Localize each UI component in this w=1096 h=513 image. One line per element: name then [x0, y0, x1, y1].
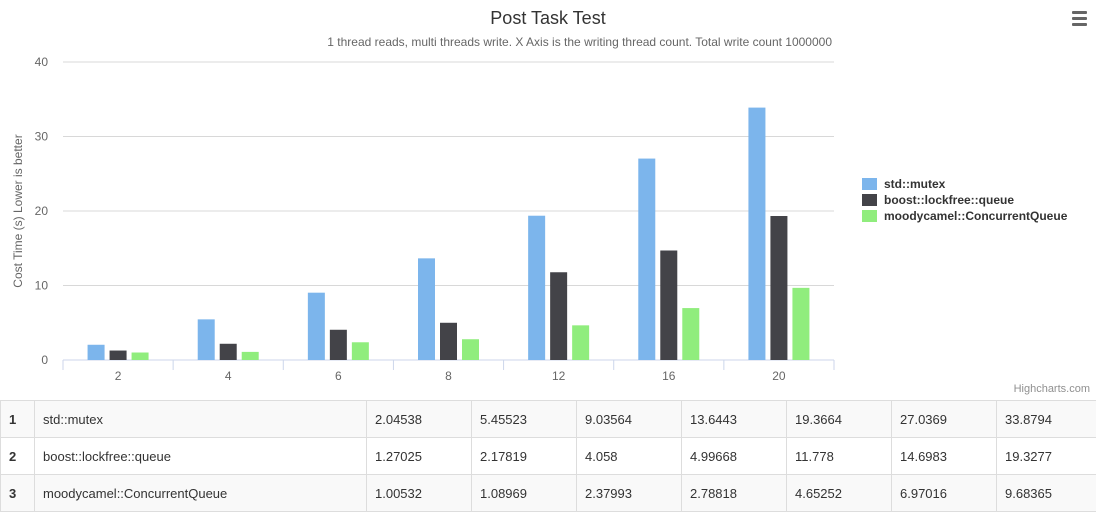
x-tick-label: 16 — [662, 369, 676, 383]
bar-2-6 — [329, 329, 347, 360]
table-cell: 9.68365 — [996, 474, 1096, 512]
table-cell: 6.97016 — [891, 474, 997, 512]
y-tick-label: 20 — [35, 204, 49, 218]
table-row: 3 moodycamel::ConcurrentQueue 1.00532 1.089… — [0, 474, 1096, 512]
table-cell: 33.8794 — [996, 400, 1096, 438]
table-cell: 1.27025 — [366, 437, 472, 475]
table-cell: 2.17819 — [471, 437, 577, 475]
chart-container: Post Task Test 1 thread reads, multi thre… — [11, 8, 1092, 395]
table-cell: 2.04538 — [366, 400, 472, 438]
table-cell: 11.778 — [786, 437, 892, 475]
table-row: 1 std::mutex 2.04538 5.45523 9.03564 13.6443 1… — [0, 400, 1096, 438]
row-series-name: moodycamel::ConcurrentQueue — [34, 474, 367, 512]
table-cell: 19.3664 — [786, 400, 892, 438]
table-cell: 19.3277 — [996, 437, 1096, 475]
row-series-name: std::mutex — [34, 400, 367, 438]
table-cell: 27.0369 — [891, 400, 997, 438]
table-cell: 1.08969 — [471, 474, 577, 512]
bar-2-2 — [109, 350, 127, 360]
x-tick-label: 2 — [115, 369, 122, 383]
bar-2-16 — [660, 250, 678, 360]
row-index: 2 — [0, 437, 35, 475]
table-cell: 5.45523 — [471, 400, 577, 438]
bar-2-4 — [219, 343, 237, 360]
y-tick-label: 0 — [41, 353, 48, 367]
legend-item-label[interactable]: std::mutex — [884, 177, 946, 191]
bar-3-6 — [351, 342, 369, 360]
x-tick-label: 4 — [225, 369, 232, 383]
bar-2-8 — [440, 322, 457, 360]
legend-item-label[interactable]: boost::lockfree::queue — [884, 193, 1014, 207]
bar-1-8 — [418, 258, 435, 360]
chart-svg: Post Task Test 1 thread reads, multi thre… — [11, 8, 1068, 383]
y-tick-label: 30 — [35, 130, 49, 144]
y-tick-label: 10 — [35, 279, 49, 293]
data-table: 1 std::mutex 2.04538 5.45523 9.03564 13.6443 1… — [0, 400, 1096, 512]
bar-3-4 — [241, 351, 259, 360]
bar-3-16 — [682, 308, 700, 360]
y-tick-label: 40 — [35, 55, 49, 69]
table-cell: 2.37993 — [576, 474, 682, 512]
y-axis-title: Cost Time (s) Lower is better — [11, 134, 25, 287]
legend-symbol[interactable] — [862, 194, 877, 206]
highcharts-credit-link[interactable]: Highcharts.com — [1013, 383, 1090, 395]
x-tick-label: 6 — [335, 369, 342, 383]
bar-1-12 — [528, 215, 546, 360]
legend-symbol[interactable] — [862, 210, 877, 222]
bar-3-20 — [792, 287, 810, 360]
bar-3-12 — [572, 325, 590, 360]
x-tick-label: 8 — [445, 369, 452, 383]
bar-1-4 — [197, 319, 215, 360]
row-index: 1 — [0, 400, 35, 438]
bar-1-6 — [307, 292, 325, 360]
table-cell: 13.6443 — [681, 400, 787, 438]
row-series-name: boost::lockfree::queue — [34, 437, 367, 475]
bar-2-12 — [550, 272, 568, 360]
bar-3-8 — [462, 339, 479, 360]
table-cell: 4.65252 — [786, 474, 892, 512]
chart-title: Post Task Test — [490, 8, 605, 28]
bar-3-2 — [131, 352, 149, 360]
table-row: 2 boost::lockfree::queue 1.27025 2.17819 4.0… — [0, 437, 1096, 475]
hamburger-menu-icon[interactable] — [1066, 8, 1092, 30]
chart-subtitle: 1 thread reads, multi threads write. X A… — [327, 35, 832, 49]
legend-symbol[interactable] — [862, 178, 877, 190]
table-cell: 2.78818 — [681, 474, 787, 512]
table-body: 1 std::mutex 2.04538 5.45523 9.03564 13.6443 1… — [0, 400, 1096, 512]
table-cell: 1.00532 — [366, 474, 472, 512]
bar-1-2 — [87, 344, 105, 360]
table-cell: 14.6983 — [891, 437, 997, 475]
x-tick-label: 12 — [552, 369, 566, 383]
bar-1-20 — [748, 107, 766, 360]
bar-1-16 — [638, 158, 656, 360]
row-index: 3 — [0, 474, 35, 512]
bar-2-20 — [770, 216, 788, 360]
legend-item-label[interactable]: moodycamel::ConcurrentQueue — [884, 209, 1068, 223]
table-cell: 4.058 — [576, 437, 682, 475]
table-cell: 4.99668 — [681, 437, 787, 475]
x-tick-label: 20 — [772, 369, 786, 383]
table-cell: 9.03564 — [576, 400, 682, 438]
